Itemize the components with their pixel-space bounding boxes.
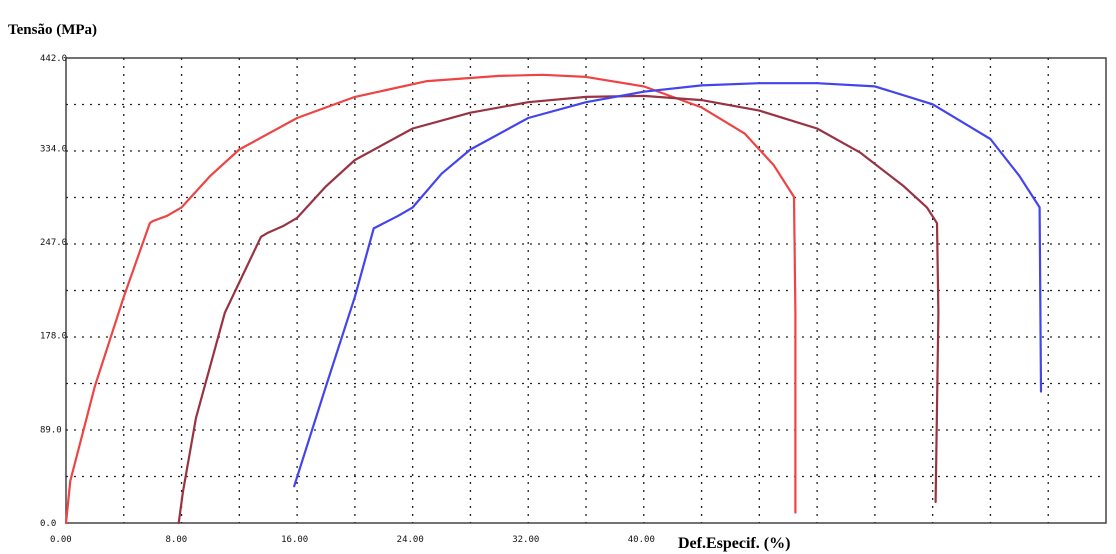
y-tick-label: 0.0 — [40, 519, 56, 529]
series-line-3 — [293, 82, 1043, 488]
x-tick-label: 8.00 — [166, 535, 188, 545]
series-line-2 — [177, 94, 940, 525]
x-tick-label: 32.00 — [512, 535, 539, 545]
y-tick-label: 89.0 — [40, 425, 62, 435]
x-tick-label: 16.00 — [281, 535, 308, 545]
y-tick-label: 247.0 — [40, 238, 67, 248]
gridlines — [66, 58, 1106, 523]
x-tick-label: 0.00 — [50, 535, 72, 545]
x-axis-label: Def.Especif. (%) — [678, 535, 790, 552]
y-tick-label: 334.0 — [40, 144, 67, 154]
x-tick-label: 40.00 — [628, 535, 655, 545]
y-tick-labels: 0.0 89.0 178.0 247.0 334.0 442.0 — [40, 54, 67, 529]
series-line-1 — [64, 73, 797, 525]
x-tick-labels: 0.00 8.00 16.00 24.00 32.00 40.00 — [50, 535, 655, 545]
y-tick-label: 442.0 — [40, 54, 67, 64]
x-tick-label: 24.00 — [397, 535, 424, 545]
series-lines — [64, 73, 1043, 525]
y-axis-label: Tensão (MPa) — [8, 22, 97, 38]
y-tick-label: 178.0 — [40, 332, 67, 342]
